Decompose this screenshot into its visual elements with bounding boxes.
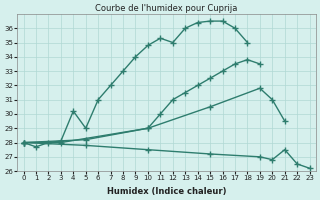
X-axis label: Humidex (Indice chaleur): Humidex (Indice chaleur) [107,187,226,196]
Title: Courbe de l'humidex pour Cuprija: Courbe de l'humidex pour Cuprija [95,4,238,13]
